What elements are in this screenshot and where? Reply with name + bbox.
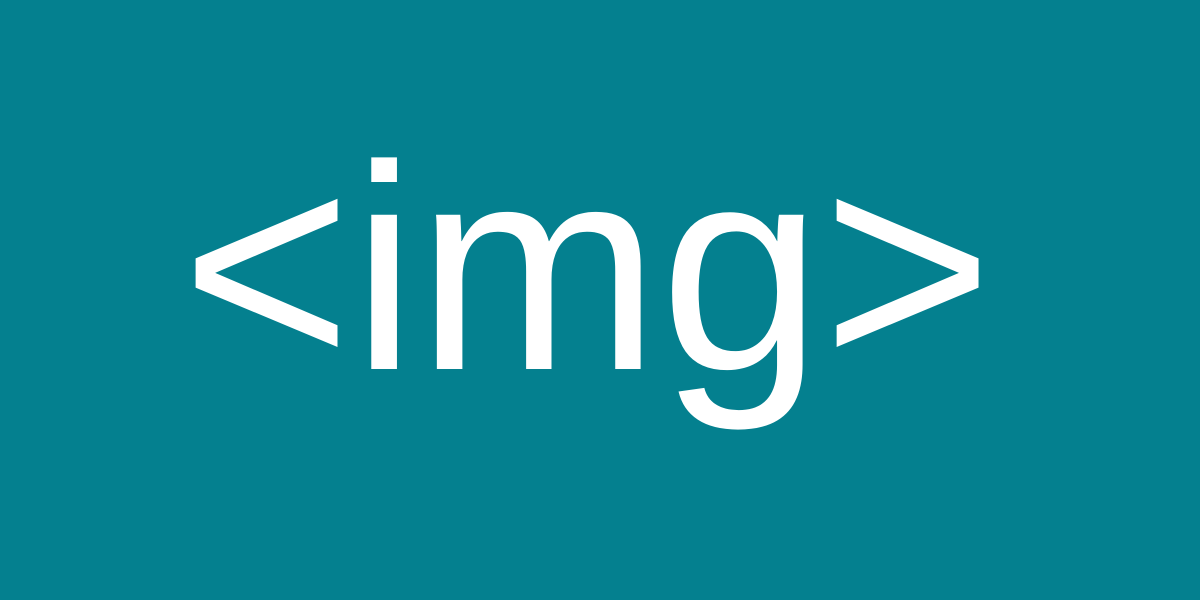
img-tag-text: <img> <box>181 105 993 431</box>
